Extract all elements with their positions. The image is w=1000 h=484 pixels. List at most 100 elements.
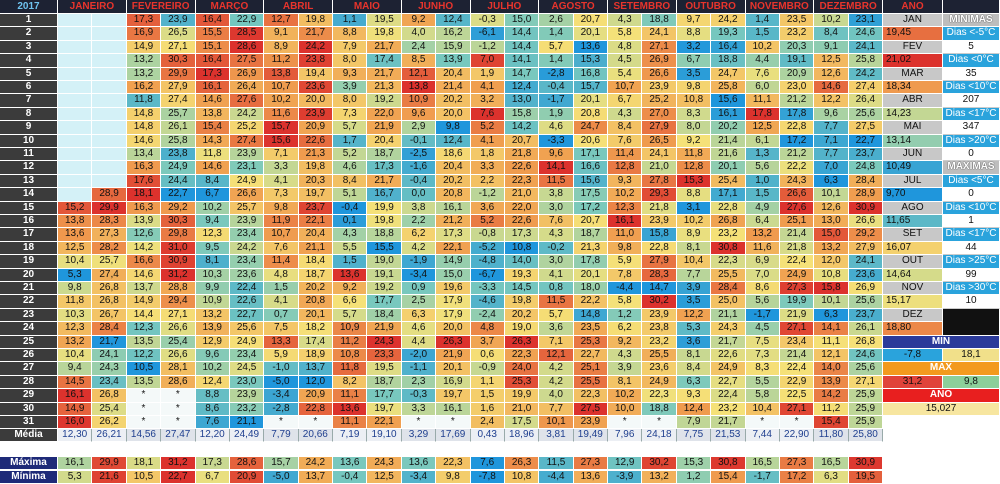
temp-cell: 16,1 bbox=[436, 201, 471, 215]
temp-cell bbox=[58, 121, 93, 135]
temp-cell: 25,7 bbox=[92, 255, 127, 269]
temp-cell: 15,5 bbox=[195, 27, 230, 41]
temp-cell: 23,4 bbox=[229, 349, 265, 363]
temp-cell: 17,7 bbox=[367, 389, 402, 403]
temp-cell: 8,2 bbox=[333, 375, 368, 390]
temp-cell: 23,2 bbox=[779, 27, 815, 41]
summary-value: 21,02 bbox=[883, 54, 943, 68]
average-cell: 19,10 bbox=[367, 429, 402, 443]
temp-cell: 26,5 bbox=[642, 134, 677, 148]
temp-cell: -1,7 bbox=[745, 308, 780, 323]
temp-cell: -0,3 bbox=[470, 14, 505, 28]
temp-cell: 24,4 bbox=[161, 174, 196, 189]
temp-cell: 5,5 bbox=[333, 241, 368, 256]
temp-cell: 10,2 bbox=[264, 94, 299, 108]
temp-cell: 19,9 bbox=[367, 201, 402, 215]
temp-cell: 24,3 bbox=[367, 335, 402, 349]
temp-cell: 3,8 bbox=[539, 188, 574, 202]
temp-cell: 21,7 bbox=[298, 27, 333, 41]
temp-cell: 28,9 bbox=[848, 188, 883, 202]
temp-cell: -3,4 bbox=[264, 389, 299, 403]
average-cell: 25,80 bbox=[848, 429, 883, 443]
temp-cell bbox=[92, 54, 127, 68]
temp-cell: 6,7 bbox=[608, 94, 643, 108]
temp-cell: 7,6 bbox=[264, 241, 299, 256]
temp-cell: 27,4 bbox=[92, 268, 127, 282]
temp-cell: 16,8 bbox=[573, 67, 608, 81]
temp-cell: 10,1 bbox=[814, 188, 849, 202]
temp-cell: 23,5 bbox=[779, 14, 815, 28]
day-label: 1 bbox=[0, 14, 58, 28]
temp-cell: 1,5 bbox=[470, 389, 505, 403]
month-header: JULHO bbox=[470, 0, 540, 14]
temp-cell: 3,9 bbox=[608, 362, 643, 376]
temp-cell: 4,8 bbox=[470, 322, 505, 336]
max-header: MAX bbox=[883, 362, 1000, 376]
temp-cell: 26,8 bbox=[92, 389, 127, 403]
temp-cell: 19,7 bbox=[298, 188, 333, 202]
temp-cell bbox=[58, 14, 93, 28]
temp-cell: 7,0 bbox=[470, 54, 505, 68]
temp-cell: 21,9 bbox=[436, 349, 471, 363]
month-header: JUNHO bbox=[401, 0, 471, 14]
temp-cell: 8,9 bbox=[264, 40, 299, 55]
maximum-cell: 27,3 bbox=[573, 457, 608, 470]
temp-cell: 10,5 bbox=[126, 362, 162, 376]
temp-cell: 11,8 bbox=[126, 94, 162, 108]
temp-cell: -1,7 bbox=[539, 94, 574, 108]
maximum-cell: 30,9 bbox=[848, 457, 883, 470]
temp-cell: 15,8 bbox=[642, 228, 677, 242]
temp-cell: 11,8 bbox=[676, 148, 712, 162]
average-cell: 12,30 bbox=[58, 429, 93, 443]
temp-cell: 18,9 bbox=[298, 349, 333, 363]
temp-cell: 26,1 bbox=[848, 322, 883, 336]
temp-cell: 21,9 bbox=[367, 322, 402, 336]
temp-cell: 22,2 bbox=[573, 295, 608, 309]
temp-cell: 24,7 bbox=[711, 67, 746, 81]
temp-cell: 24,2 bbox=[229, 241, 265, 256]
temp-cell: 12,3 bbox=[126, 322, 162, 336]
temp-cell: 26,6 bbox=[229, 188, 265, 202]
day-label: 17 bbox=[0, 228, 58, 242]
temp-cell: 26,7 bbox=[92, 308, 127, 323]
temp-cell: 13,2 bbox=[126, 67, 162, 81]
temp-cell: 3,5 bbox=[676, 295, 712, 309]
temp-cell: -4,4 bbox=[608, 282, 643, 296]
day-label: 5 bbox=[0, 67, 58, 81]
maximum-cell: 16,1 bbox=[58, 457, 93, 470]
temp-cell: 5,8 bbox=[745, 389, 780, 403]
temp-cell: 16,9 bbox=[436, 375, 471, 390]
temp-cell: 22,6 bbox=[711, 349, 746, 363]
max-value: 9,8 bbox=[943, 375, 1000, 390]
temp-cell: 22,7 bbox=[161, 188, 196, 202]
temp-cell: 18,7 bbox=[367, 148, 402, 162]
temp-cell: * bbox=[161, 389, 196, 403]
average-cell: 19,49 bbox=[573, 429, 608, 443]
temp-cell: 19,8 bbox=[367, 27, 402, 41]
temp-cell: 12,1 bbox=[814, 349, 849, 363]
summary-value: 16,07 bbox=[883, 241, 943, 256]
temp-cell: 7,7 bbox=[814, 121, 849, 135]
temp-cell: 8,3 bbox=[745, 362, 780, 376]
temp-cell: -4,8 bbox=[470, 255, 505, 269]
temp-cell: 11,1 bbox=[814, 335, 849, 349]
temp-cell: 23,8 bbox=[298, 54, 333, 68]
temp-cell: 25,0 bbox=[711, 295, 746, 309]
minimum-cell: -4,4 bbox=[539, 470, 574, 484]
minimum-cell: -5,0 bbox=[264, 470, 299, 484]
temp-cell: 21,7 bbox=[711, 335, 746, 349]
temp-cell: 15,5 bbox=[367, 241, 402, 256]
temp-cell: 20,2 bbox=[711, 121, 746, 135]
temp-cell: 20,4 bbox=[298, 228, 333, 242]
temp-cell: 26,1 bbox=[161, 121, 196, 135]
temp-cell: 27,1 bbox=[161, 308, 196, 323]
temp-cell: 7,5 bbox=[264, 322, 299, 336]
temp-cell: 12,5 bbox=[814, 54, 849, 68]
temp-cell: 20,0 bbox=[436, 322, 471, 336]
temp-cell: 19,3 bbox=[711, 27, 746, 41]
day-label: 30 bbox=[0, 402, 58, 416]
temp-cell: * bbox=[401, 416, 437, 430]
temp-cell: 13,6 bbox=[58, 228, 93, 242]
minimas-header: MÍNIMAS bbox=[943, 14, 1000, 28]
temp-cell: 15,8 bbox=[504, 107, 540, 122]
